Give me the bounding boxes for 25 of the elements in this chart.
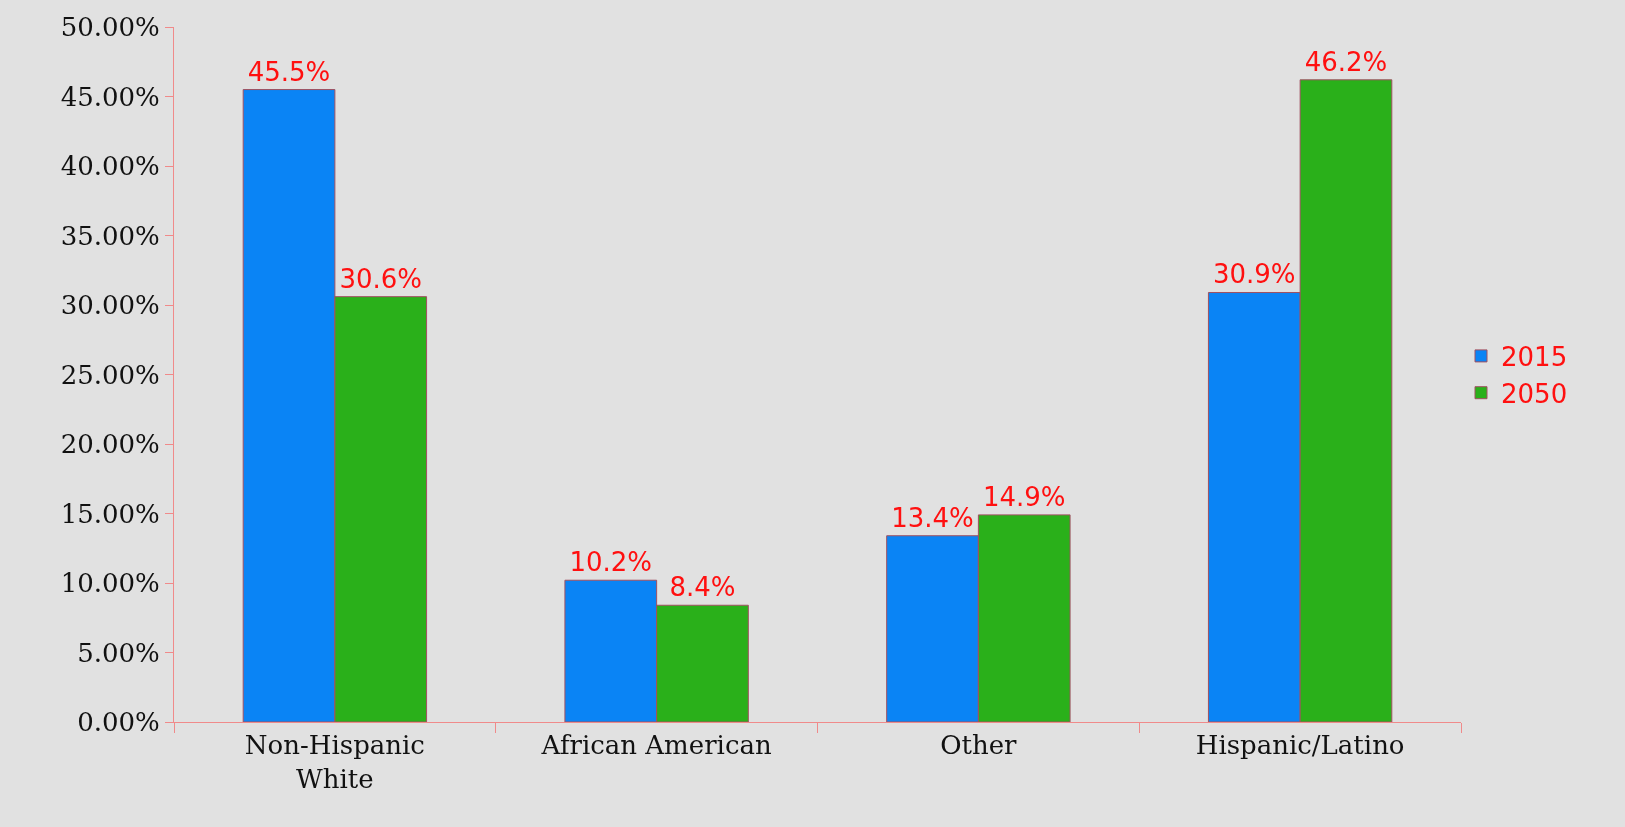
data-label: 14.9% xyxy=(982,481,1066,512)
y-tick-label: 20.00% xyxy=(60,429,160,460)
data-label: 30.9% xyxy=(1212,259,1296,290)
y-tick-label: 50.00% xyxy=(60,12,160,43)
x-tick-label: Non-Hispanic White xyxy=(244,730,425,794)
legend-label: 2050 xyxy=(1501,378,1568,409)
y-tick-label: 45.00% xyxy=(60,81,160,112)
y-tick-label: 10.00% xyxy=(60,568,160,599)
y-tick-label: 40.00% xyxy=(60,151,160,182)
x-tick-label: Other xyxy=(940,730,1018,761)
y-tick-label: 0.00% xyxy=(77,707,160,738)
y-tick-label: 15.00% xyxy=(60,498,160,529)
x-tick-label: African American xyxy=(540,730,772,761)
data-label: 45.5% xyxy=(247,56,331,87)
y-tick-label: 30.00% xyxy=(60,290,160,321)
data-label: 30.6% xyxy=(339,263,423,294)
legend-label: 2015 xyxy=(1501,342,1568,373)
data-label: 8.4% xyxy=(669,572,736,603)
y-tick-label: 35.00% xyxy=(60,220,160,251)
y-tick-label: 25.00% xyxy=(60,359,160,390)
x-tick-label: Hispanic/Latino xyxy=(1195,730,1405,761)
y-tick-label: 5.00% xyxy=(77,637,160,668)
data-label: 13.4% xyxy=(891,502,974,533)
data-label: 10.2% xyxy=(569,547,653,578)
data-label: 46.2% xyxy=(1304,46,1388,77)
